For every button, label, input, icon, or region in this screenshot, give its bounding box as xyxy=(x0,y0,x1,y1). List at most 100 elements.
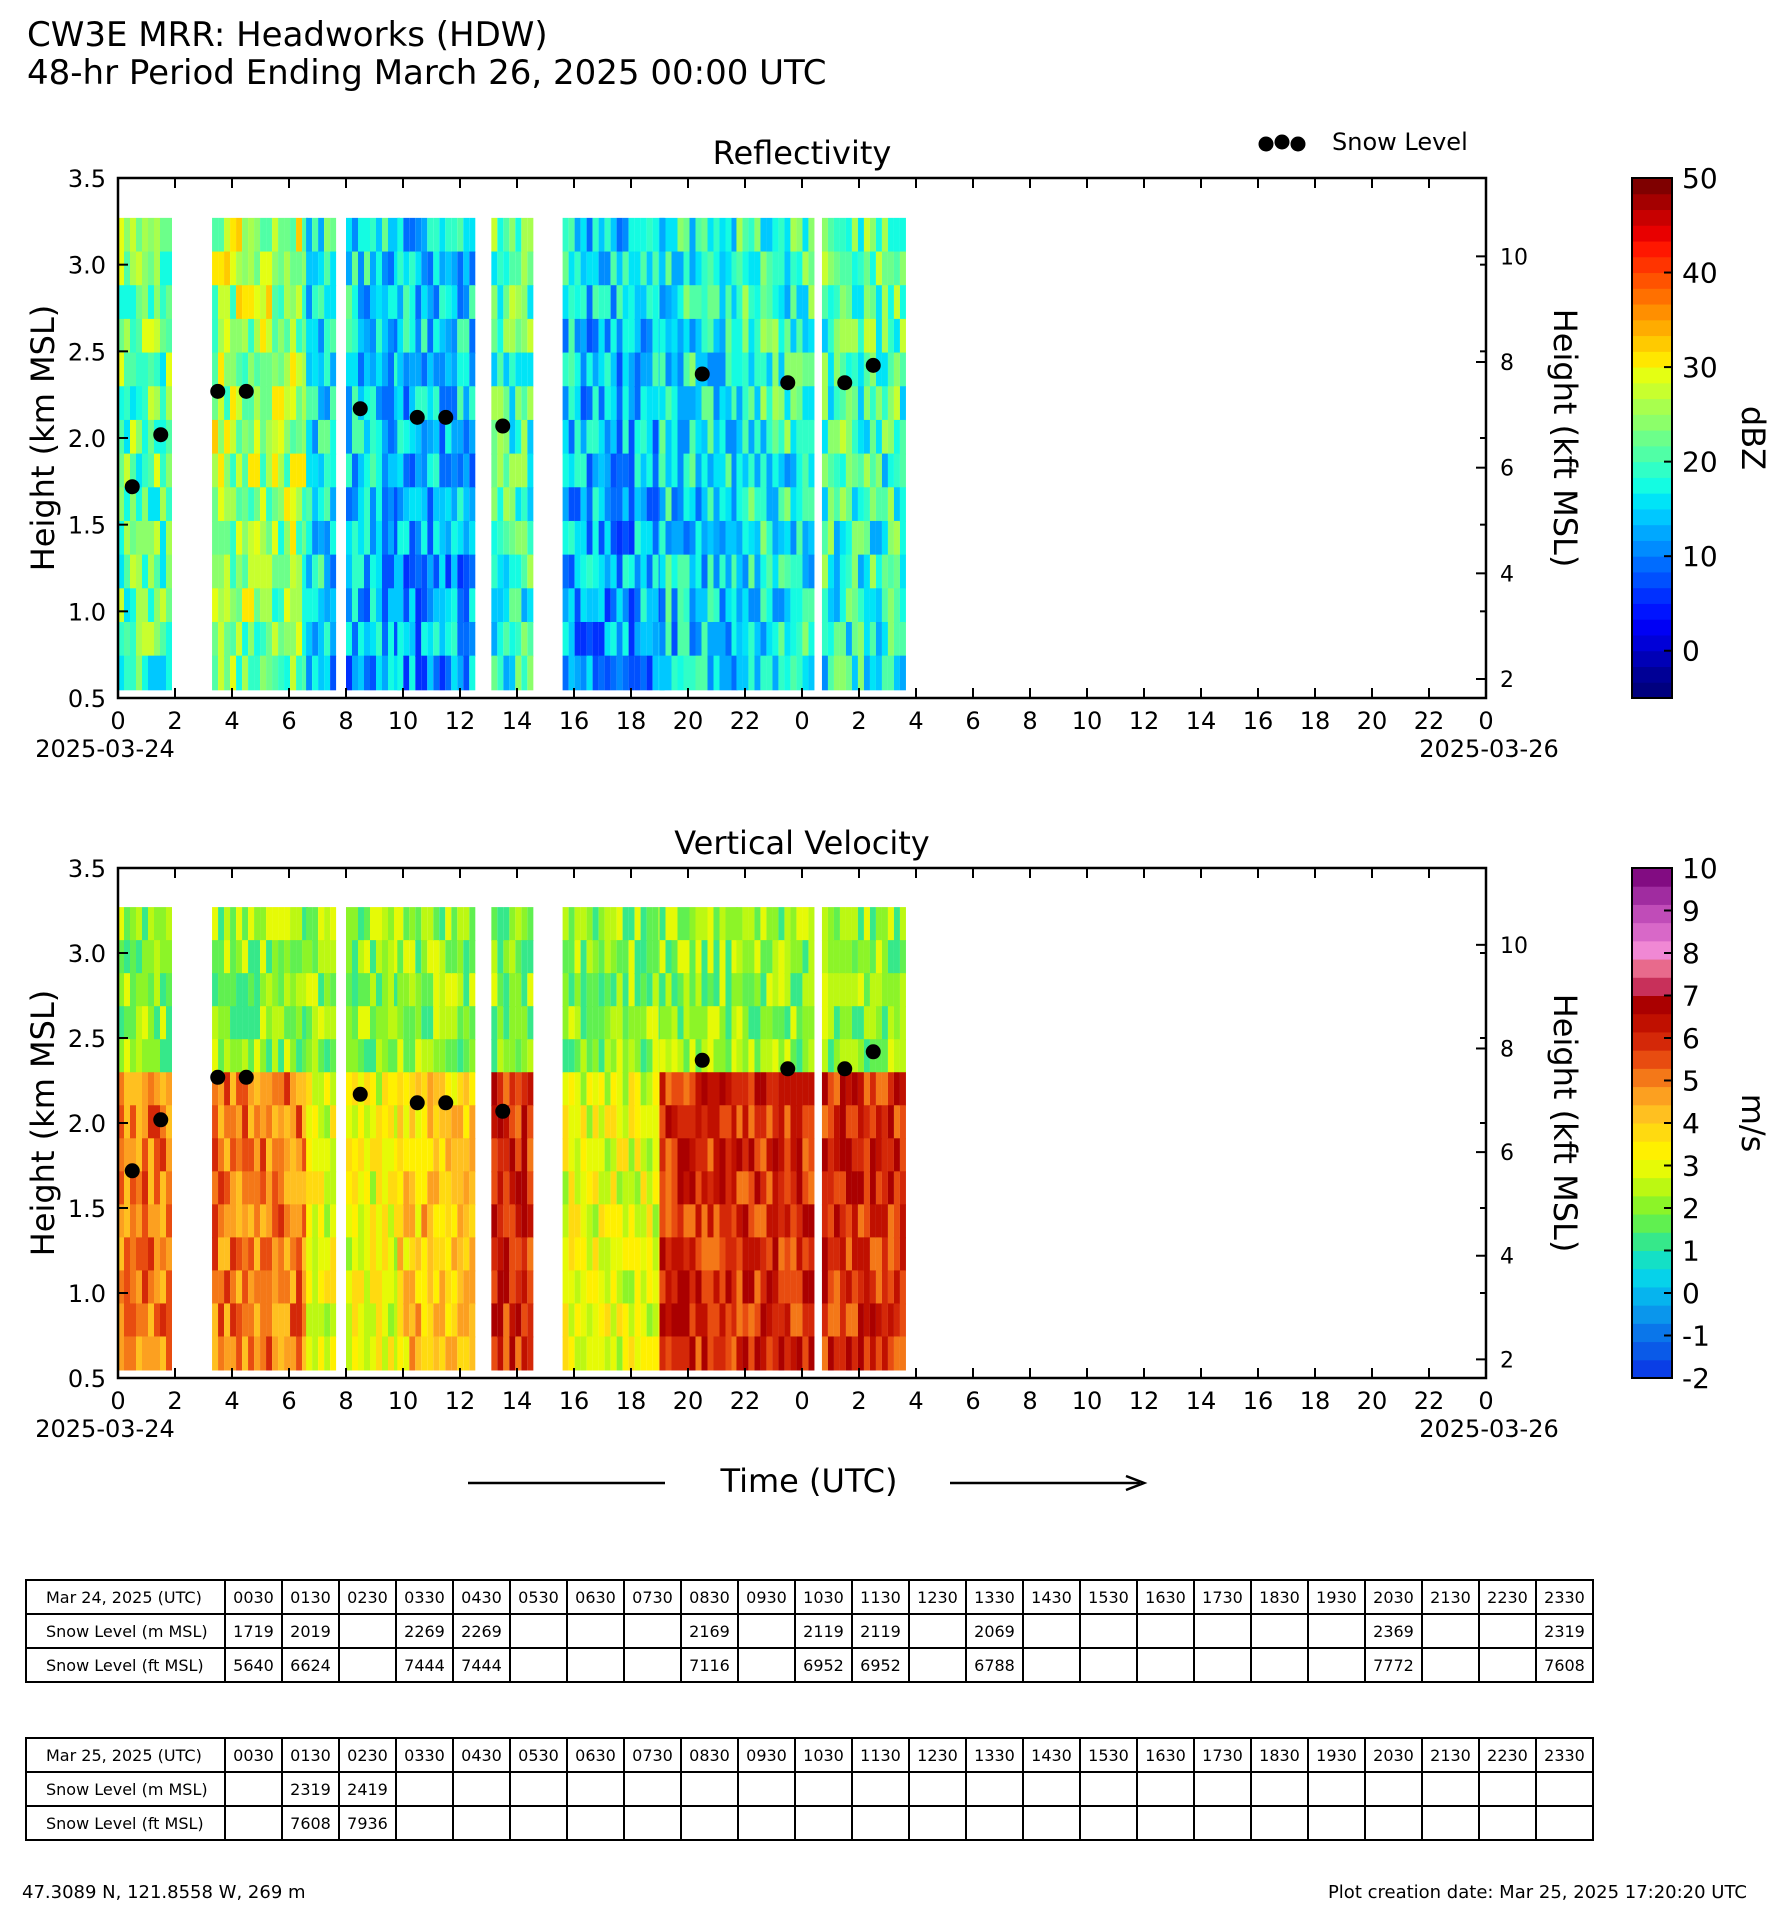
heatmap-cell xyxy=(124,1039,130,1074)
heatmap-cell xyxy=(821,1204,828,1239)
heatmap-cell xyxy=(634,1039,641,1074)
heatmap-cell xyxy=(248,352,255,388)
snow-m-cell xyxy=(737,1771,796,1807)
heatmap-cell xyxy=(652,318,659,354)
heatmap-cell xyxy=(212,1006,219,1041)
heatmap-cell xyxy=(574,487,581,522)
heatmap-cell xyxy=(766,1171,773,1206)
heatmap-cell xyxy=(427,1204,434,1239)
heatmap-cell xyxy=(887,1006,894,1041)
heatmap-cell xyxy=(634,940,641,975)
colorbar-segment xyxy=(1632,351,1672,368)
heatmap-cell xyxy=(665,1303,672,1338)
heatmap-cell xyxy=(118,621,124,657)
heatmap-cell xyxy=(851,1237,858,1272)
heatmap-cell xyxy=(330,1171,337,1206)
heatmap-cell xyxy=(748,907,755,942)
heatmap-cell xyxy=(497,285,504,320)
table-date-cell: Mar 25, 2025 (UTC) xyxy=(25,1737,226,1773)
heatmap-cell xyxy=(742,973,749,1008)
heatmap-cell xyxy=(677,318,684,354)
heatmap-cell xyxy=(875,1303,882,1338)
heatmap-cell xyxy=(278,907,285,942)
heatmap-cell xyxy=(580,1336,587,1371)
heatmap-cell xyxy=(671,1336,678,1371)
heatmap-cell xyxy=(242,1336,249,1371)
heatmap-cell xyxy=(330,621,337,657)
heatmap-cell xyxy=(463,1006,470,1041)
heatmap-cell xyxy=(796,1006,803,1041)
heatmap-cell xyxy=(212,588,219,623)
x-end-date: 2025-03-26 xyxy=(1419,735,1558,763)
heatmap-cell xyxy=(869,251,876,287)
heatmap-cell xyxy=(306,285,313,320)
heatmap-cell xyxy=(218,1204,225,1239)
colorbar-segment xyxy=(1632,556,1672,573)
heatmap-cell xyxy=(352,453,358,489)
heatmap-cell xyxy=(592,1204,599,1239)
heatmap-cell xyxy=(521,1303,528,1338)
heatmap-cell xyxy=(284,217,291,253)
heatmap-cell xyxy=(358,621,364,657)
x-tick-label: 6 xyxy=(281,1387,296,1415)
heatmap-cell xyxy=(409,1336,416,1371)
heatmap-cell xyxy=(166,1138,172,1173)
heatmap-cell xyxy=(562,1105,569,1140)
heatmap-cell xyxy=(397,386,404,421)
snow-ft-cell: 7608 xyxy=(1535,1647,1594,1683)
heatmap-cell xyxy=(278,940,285,975)
heatmap-cell xyxy=(388,655,394,691)
heatmap-cell xyxy=(515,453,522,489)
heatmap-cell xyxy=(224,1237,231,1272)
heatmap-cell xyxy=(415,554,422,590)
heatmap-cell xyxy=(719,1237,726,1272)
x-tick-label: 14 xyxy=(502,1387,533,1415)
heatmap-cell xyxy=(736,1138,743,1173)
heatmap-cell xyxy=(701,453,708,489)
heatmap-cell xyxy=(893,352,900,388)
heatmap-cell xyxy=(574,655,581,691)
heatmap-cell xyxy=(881,386,888,421)
x-tick-label: 14 xyxy=(1186,1387,1217,1415)
heatmap-cell xyxy=(863,1105,870,1140)
heatmap-cell xyxy=(568,352,575,388)
heatmap-cell xyxy=(833,1105,840,1140)
heatmap-cell xyxy=(154,318,160,354)
heatmap-cell xyxy=(766,352,773,388)
heatmap-cell xyxy=(397,588,404,623)
heatmap-cell xyxy=(562,217,569,253)
heatmap-cell xyxy=(302,352,309,388)
snow-ft-cell: 6624 xyxy=(281,1647,340,1683)
heatmap-cell xyxy=(521,1006,528,1041)
heatmap-cell xyxy=(278,1105,285,1140)
heatmap-cell xyxy=(388,520,394,556)
heatmap-cell xyxy=(130,621,136,657)
heatmap-cell xyxy=(713,453,720,489)
heatmap-cell xyxy=(574,520,581,556)
snow-m-cell xyxy=(737,1613,796,1649)
heatmap-cell xyxy=(118,1204,124,1239)
heatmap-cell xyxy=(568,1204,575,1239)
heatmap-cell xyxy=(568,1270,575,1305)
heatmap-cell xyxy=(236,352,243,388)
row-label-ft: Snow Level (ft MSL) xyxy=(25,1647,226,1683)
time-cell: 0130 xyxy=(281,1737,340,1773)
heatmap-cell xyxy=(652,1237,659,1272)
heatmap-cell xyxy=(421,520,428,556)
time-cell: 0630 xyxy=(566,1737,625,1773)
heatmap-cell xyxy=(796,1039,803,1074)
heatmap-cell xyxy=(646,352,653,388)
heatmap-cell xyxy=(719,453,726,489)
heatmap-cell xyxy=(376,453,382,489)
heatmap-cell xyxy=(497,940,504,975)
heatmap-cell xyxy=(124,1336,130,1371)
heatmap-cell xyxy=(827,520,834,556)
heatmap-cell xyxy=(457,318,464,354)
heatmap-cell xyxy=(166,621,172,657)
heatmap-cell xyxy=(302,907,309,942)
heatmap-cell xyxy=(218,1171,225,1206)
heatmap-cell xyxy=(622,940,629,975)
heatmap-cell xyxy=(415,453,422,489)
heatmap-cell xyxy=(457,1138,464,1173)
heatmap-cell xyxy=(766,1006,773,1041)
